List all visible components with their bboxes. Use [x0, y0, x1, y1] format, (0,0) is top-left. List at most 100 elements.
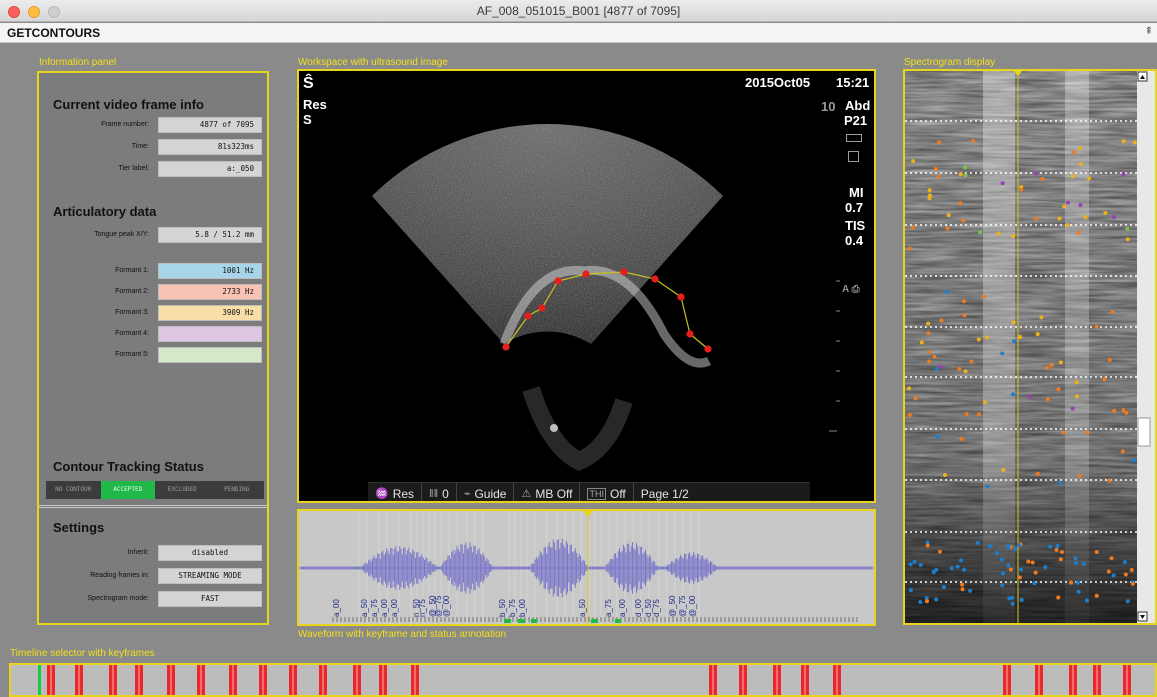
ultrasound-workspace[interactable]: Ŝ Res S 2015Oct05 15:21 10 Abd P21 MI 0.…	[297, 69, 876, 503]
formant-point	[1045, 397, 1050, 402]
app-name-menu[interactable]: GETCONTOURS	[7, 26, 101, 40]
formant-point	[960, 587, 965, 592]
pin-icon[interactable]: ⇞	[1144, 26, 1153, 37]
close-window-button[interactable]	[8, 6, 20, 18]
toolbar-res-button[interactable]: ♒ Res	[368, 483, 423, 501]
formant-point	[910, 225, 915, 230]
formant-point	[935, 434, 940, 439]
waveform-plot[interactable]: a_00 a_50 a_75 a_00 a_00 n_50n_75 @_50@_75 @_00…	[299, 511, 874, 624]
probe-text: P21	[844, 113, 868, 128]
formant-point	[1058, 557, 1063, 562]
waveform-keyframe-label: @_00	[688, 595, 697, 617]
status-pending-button[interactable]: PENDING	[209, 481, 264, 499]
waveform-keyframe-label: b_00	[518, 599, 527, 617]
formant-point	[999, 557, 1004, 562]
formant-point	[1129, 567, 1134, 572]
waveform-keyframe-label: @_75	[434, 595, 443, 617]
formant-point	[1125, 599, 1130, 604]
waveform-keyframe-label: a_50	[578, 599, 587, 617]
formant-point	[1030, 560, 1035, 565]
formant-point	[977, 412, 982, 417]
formant-point	[945, 226, 950, 231]
contour-point	[554, 277, 562, 285]
waveform-panel[interactable]: a_00 a_50 a_75 a_00 a_00 n_50 n_75 @_50 @_75 @_00…	[297, 509, 876, 626]
formant-point	[968, 588, 973, 593]
formant-point	[1123, 572, 1128, 577]
status-accepted-button[interactable]: ACCEPTED	[100, 481, 155, 499]
formant-point	[964, 412, 969, 417]
formant-point	[1056, 595, 1061, 600]
formant-point	[907, 246, 912, 251]
toolbar-mb-button[interactable]: ⚠ MB Off	[514, 483, 581, 501]
formant-point	[1065, 223, 1070, 228]
inherit-toggle[interactable]: disabled	[158, 545, 262, 561]
print-icon: A ⎙	[842, 284, 860, 295]
formant-point	[1043, 565, 1048, 570]
formant-point	[1087, 176, 1092, 181]
formant-point	[1010, 392, 1015, 397]
formant-point	[1085, 430, 1090, 435]
formant-point	[1069, 580, 1074, 585]
formant-point	[1121, 139, 1126, 144]
formant-point	[1057, 216, 1062, 221]
status-no-contour-button[interactable]: NO CONTOUR	[46, 481, 101, 499]
formant-point	[969, 359, 974, 364]
formant-point	[1035, 332, 1040, 337]
reading-mode-toggle[interactable]: STREAMING MODE	[158, 568, 262, 584]
formant-point	[1066, 200, 1071, 205]
tongue-contour-points	[502, 268, 712, 353]
formant-point	[958, 172, 963, 177]
status-excluded-button[interactable]: EXCLUDED	[155, 481, 210, 499]
formant-point	[1094, 549, 1099, 554]
toolbar-thi-button[interactable]: THI Off	[580, 483, 634, 501]
minimize-window-button[interactable]	[28, 6, 40, 18]
formant-point	[1007, 596, 1012, 601]
waveform-keyframe-label: d_75	[652, 599, 661, 617]
settings-heading: Settings	[53, 520, 105, 535]
toolbar-page-button[interactable]: Page 1/2	[634, 483, 696, 501]
formant-point	[927, 359, 932, 364]
formant-point	[1040, 176, 1045, 181]
spectrogram-mode-toggle[interactable]: FAST	[158, 591, 262, 607]
toolbar-guide-button[interactable]: ⌁ Guide	[457, 483, 515, 501]
formant-point	[934, 367, 939, 372]
formant-point	[931, 570, 936, 575]
waveform-keyframe-label: d_00	[634, 599, 643, 617]
waveform-keyframe-label: d_50	[644, 599, 653, 617]
formant-point	[1109, 556, 1114, 561]
contour-point	[677, 293, 685, 301]
formant-point	[946, 213, 951, 218]
spectrogram-panel[interactable]	[903, 69, 1157, 625]
formant-point	[981, 294, 986, 299]
formant-point	[1048, 544, 1053, 549]
mode-text: S	[303, 112, 312, 127]
spectrogram-plot[interactable]	[905, 71, 1155, 623]
formant-point	[918, 600, 923, 605]
accepted-status-mark	[591, 619, 598, 623]
formant-point	[1078, 161, 1083, 166]
time-value: 81s323ms	[158, 139, 262, 155]
formant-point	[1122, 560, 1127, 565]
formant-track-points	[907, 139, 1137, 606]
spectrogram-scroll-thumb[interactable]	[1137, 417, 1151, 447]
waveform-keyframe-label: a_00	[618, 599, 627, 617]
scroll-up-arrow-icon	[1140, 75, 1145, 79]
toolbar-gain-button[interactable]: ‖‖ 0	[422, 483, 457, 501]
timeline-keyframes[interactable]	[11, 665, 1155, 695]
toolbar-res-label: Res	[392, 486, 415, 501]
ultrasound-image[interactable]	[299, 71, 874, 501]
bars-icon: ‖‖	[429, 487, 439, 500]
timeline-current-position	[38, 665, 41, 695]
timeline-selector[interactable]	[9, 663, 1157, 697]
formant-point	[1106, 569, 1111, 574]
formant-point	[927, 188, 932, 193]
spectrogram-scrollbar[interactable]	[1137, 71, 1155, 623]
spectrogram-label: Spectrogram display	[904, 57, 996, 68]
formant-point	[1078, 146, 1083, 151]
formant-1-value: 1001 Hz	[158, 263, 262, 279]
formant-point	[963, 165, 968, 170]
formant-point	[941, 584, 946, 589]
formant-point	[908, 562, 913, 567]
maximize-window-button[interactable]	[48, 6, 60, 18]
formant-point	[912, 560, 917, 565]
